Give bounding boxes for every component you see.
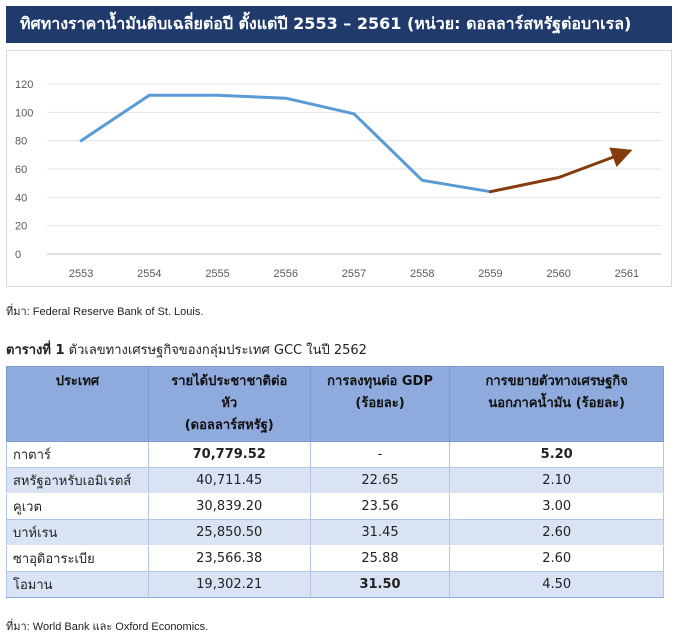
cell-growth: 3.00 [449,493,664,520]
x-tick-label: 2553 [69,268,93,280]
x-tick-label: 2554 [137,268,161,280]
cell-country: ซาอุดิอาระเบีย [6,545,149,572]
cell-growth: 4.50 [449,571,664,598]
series-line-projection [488,147,633,194]
header-line: รายได้ประชาชาติต่อ [171,374,288,389]
cell-investment: 31.45 [309,519,451,546]
header-growth: การขยายตัวทางเศรษฐกิจ นอกภาคน้ำมัน (ร้อย… [449,366,664,442]
cell-growth: 2.60 [449,519,664,546]
cell-growth: 2.10 [449,467,664,494]
x-tick-label: 2555 [205,268,229,280]
cell-investment: 22.65 [309,467,451,494]
y-tick-label: 40 [15,192,27,204]
y-tick-label: 60 [15,164,27,176]
chart-source-note: ที่มา: Federal Reserve Bank of St. Louis… [6,306,204,318]
header-line: (ดอลลาร์สหรัฐ) [184,418,274,433]
chart-svg: 0 20 40 60 80 100 120 2553 2554 2555 2556 2557 2558 2… [15,79,661,280]
y-tick-label: 100 [15,107,33,119]
header-line: ประเทศ [55,374,100,389]
header-line: หัว [221,396,238,411]
x-tick-label: 2558 [410,268,434,280]
table-caption-text: ตัวเลขทางเศรษฐกิจของกลุ่มประเทศ GCC ในปี… [64,343,367,358]
cell-country: สหรัฐอาหรับเอมิเรตส์ [6,467,149,494]
cell-country: บาห์เรน [6,519,149,546]
table-source-note: ที่มา: World Bank และ Oxford Economics. [6,621,209,633]
cell-investment: 25.88 [309,545,451,572]
table-header-row: ประเทศ รายได้ประชาชาติต่อ หัว (ดอลลาร์สห… [6,366,664,442]
cell-income: 70,779.52 [147,441,311,468]
chart-title: ทิศทางราคาน้ำมันดิบเฉลี่ยต่อปี ตั้งแต่ปี… [6,6,672,43]
cell-investment: 31.50 [309,571,451,598]
table-row: บาห์เรน 25,850.50 31.45 2.60 [6,519,664,546]
cell-income: 40,711.45 [147,467,311,494]
cell-country: โอมาน [6,571,149,598]
y-tick-label: 20 [15,221,27,233]
series-line-actual [79,93,492,194]
x-tick-label: 2556 [274,268,298,280]
table-row: ซาอุดิอาระเบีย 23,566.38 25.88 2.60 [6,545,664,572]
cell-growth: 2.60 [449,545,664,572]
table-row: โอมาน 19,302.21 31.50 4.50 [6,571,664,598]
y-tick-label: 80 [15,136,27,148]
cell-income: 30,839.20 [147,493,311,520]
line-chart: 0 20 40 60 80 100 120 2553 2554 2555 2556 2557 2558 2… [6,50,672,287]
header-line: นอกภาคน้ำมัน (ร้อยละ) [488,396,625,411]
cell-country: คูเวต [6,493,149,520]
cell-country: กาตาร์ [6,441,149,468]
header-country: ประเทศ [6,366,149,442]
cell-investment: 23.56 [309,493,451,520]
header-line: (ร้อยละ) [355,396,405,411]
x-tick-label: 2560 [546,268,570,280]
cell-income: 23,566.38 [147,545,311,572]
gcc-economic-table: ประเทศ รายได้ประชาชาติต่อ หัว (ดอลลาร์สห… [6,366,664,598]
header-investment: การลงทุนต่อ GDP (ร้อยละ) [309,366,451,442]
table-row: คูเวต 30,839.20 23.56 3.00 [6,493,664,520]
header-line: การขยายตัวทางเศรษฐกิจ [485,374,628,389]
cell-income: 25,850.50 [147,519,311,546]
y-tick-label: 120 [15,79,33,91]
x-tick-label: 2557 [342,268,366,280]
table-caption-label: ตารางที่ 1 [6,343,65,358]
header-income: รายได้ประชาชาติต่อ หัว (ดอลลาร์สหรัฐ) [147,366,311,442]
x-tick-label: 2561 [615,268,639,280]
header-line: การลงทุนต่อ GDP [327,374,433,389]
cell-investment: - [309,441,451,468]
x-tick-label: 2559 [478,268,502,280]
table-caption: ตารางที่ 1 ตัวเลขทางเศรษฐกิจของกลุ่มประเ… [6,339,367,360]
cell-growth: 5.20 [449,441,664,468]
y-tick-label: 0 [15,249,21,261]
table-row: สหรัฐอาหรับเอมิเรตส์ 40,711.45 22.65 2.1… [6,467,664,494]
cell-income: 19,302.21 [147,571,311,598]
table-row: กาตาร์ 70,779.52 - 5.20 [6,441,664,468]
